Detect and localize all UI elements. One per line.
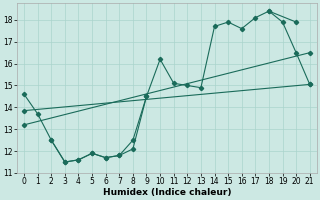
X-axis label: Humidex (Indice chaleur): Humidex (Indice chaleur) xyxy=(103,188,231,197)
